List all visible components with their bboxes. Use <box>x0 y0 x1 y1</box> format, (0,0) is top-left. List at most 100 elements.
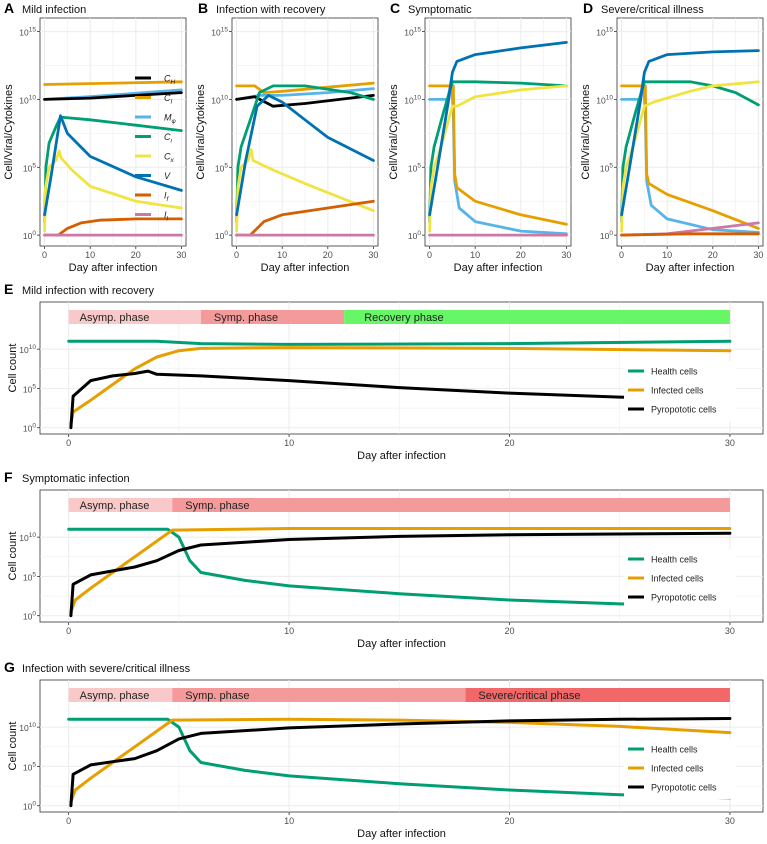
phase-label: Asymp. phase <box>80 312 150 324</box>
series-line-green <box>235 84 375 223</box>
x-tick-label: 30 <box>725 438 735 448</box>
legend: Health cells Infected cells Pyropototic ce… <box>624 549 736 609</box>
x-tick-label: 0 <box>619 250 624 260</box>
x-axis-title: Day after infection <box>646 262 735 274</box>
plot-content <box>617 18 763 246</box>
series-line-green <box>67 339 732 346</box>
series-line-blue <box>428 41 568 217</box>
phase-bar <box>465 688 730 702</box>
plot-content <box>40 18 186 246</box>
x-tick-label: 10 <box>284 816 294 826</box>
legend: Health cells Infected cells Pyropototic ce… <box>624 739 736 799</box>
legend-label: Health cells <box>651 745 698 755</box>
legend: Health cells Infected cells Pyropototic ce… <box>624 361 736 421</box>
legend-label: Infected cells <box>651 386 704 396</box>
y-tick-label: 105 <box>23 761 36 772</box>
panel-c: C Symptomatic 0 10 20 30 Day after infection 10… <box>388 0 571 274</box>
phase-label: Symp. phase <box>185 690 249 702</box>
legend-label: CI <box>164 93 173 106</box>
series-line-orange <box>69 346 732 426</box>
panel-a: A Mild infection 0 10 20 30 Day after infectio… <box>3 0 186 274</box>
legend-label: Pyropototic cells <box>651 593 717 603</box>
series-line-blue <box>620 49 760 217</box>
y-tick-label: 100 <box>23 230 36 241</box>
x-axis-title: Day after infection <box>357 450 446 462</box>
x-axis-title: Day after infection <box>357 638 446 650</box>
phase-bar <box>344 310 730 324</box>
x-tick-label: 30 <box>176 250 186 260</box>
x-tick-label: 20 <box>323 250 333 260</box>
phase-label: Asymp. phase <box>80 500 150 512</box>
series-line-orange <box>620 84 760 230</box>
x-tick-label: 30 <box>725 626 735 636</box>
y-tick-label: 105 <box>215 162 228 173</box>
y-tick-label: 1015 <box>19 27 36 38</box>
series-line-green <box>67 527 732 607</box>
series-line-orange <box>69 527 732 614</box>
panel-letter-a: A <box>4 0 14 16</box>
series-line-orange <box>235 81 375 94</box>
phase-label: Asymp. phase <box>80 690 150 702</box>
x-tick-label: 10 <box>662 250 672 260</box>
phase-label: Recovery phase <box>364 312 444 324</box>
legend-label: Cι <box>164 132 173 145</box>
phase-bar <box>68 688 173 702</box>
y-tick-label: 1010 <box>19 532 36 543</box>
legend-label: V <box>164 171 171 181</box>
x-tick-label: 0 <box>66 816 71 826</box>
x-tick-label: 0 <box>427 250 432 260</box>
legend: CH CI Mφ Cι Cx V If Il <box>135 74 177 223</box>
y-tick-label: 100 <box>408 230 421 241</box>
x-tick-label: 20 <box>505 626 515 636</box>
x-axis-title: Day after infection <box>261 262 350 274</box>
series-line-yellow <box>43 149 183 233</box>
y-tick-label: 105 <box>408 162 421 173</box>
x-tick-label: 30 <box>753 250 763 260</box>
y-axis-title: Cell/Viral/Cytokines <box>388 84 400 180</box>
y-tick-label: 1015 <box>596 27 613 38</box>
legend-label: Infected cells <box>651 574 704 584</box>
series-line-orange <box>43 80 183 86</box>
panel-letter-c: C <box>390 0 400 16</box>
panel-title-d: Severe/critical illness <box>601 4 704 16</box>
y-tick-label: 100 <box>23 423 36 434</box>
series-line-green <box>67 717 732 800</box>
series-line-black <box>69 717 732 808</box>
y-axis-title: Cell/Viral/Cytokines <box>195 84 207 180</box>
y-axis-title: Cell count <box>7 532 19 581</box>
x-tick-label: 10 <box>284 626 294 636</box>
x-tick-label: 30 <box>561 250 571 260</box>
x-tick-label: 30 <box>368 250 378 260</box>
y-tick-label: 1010 <box>596 94 613 105</box>
y-tick-label: 105 <box>23 162 36 173</box>
series-line-orange <box>428 84 568 226</box>
y-tick-label: 1010 <box>19 722 36 733</box>
plot-content <box>425 18 571 246</box>
x-tick-label: 20 <box>516 250 526 260</box>
legend-label: Il <box>164 210 169 223</box>
phase-bar <box>200 310 345 324</box>
y-tick-label: 1010 <box>19 344 36 355</box>
x-tick-label: 0 <box>234 250 239 260</box>
x-tick-label: 10 <box>284 438 294 448</box>
legend-label: Health cells <box>651 367 698 377</box>
series-line-vermillion <box>620 232 760 237</box>
legend-label: Infected cells <box>651 764 704 774</box>
x-axis-title: Day after infection <box>69 262 158 274</box>
x-tick-label: 20 <box>505 816 515 826</box>
panel-title-a: Mild infection <box>22 4 86 16</box>
series-line-orange <box>69 717 732 804</box>
panel-title-g: Infection with severe/critical illness <box>22 663 191 675</box>
phase-bar <box>172 688 466 702</box>
x-axis-title: Day after infection <box>454 262 543 274</box>
phase-label: Severe/critical phase <box>478 690 580 702</box>
panel-letter-b: B <box>198 0 208 16</box>
x-tick-label: 20 <box>505 438 515 448</box>
plot-content <box>232 18 378 246</box>
panel-title-c: Symptomatic <box>408 4 472 16</box>
y-tick-label: 100 <box>23 611 36 622</box>
series-line-yellow <box>428 84 568 233</box>
panel-e: E Mild infection with recovery Asymp. phas… <box>4 281 764 462</box>
x-tick-label: 10 <box>470 250 480 260</box>
